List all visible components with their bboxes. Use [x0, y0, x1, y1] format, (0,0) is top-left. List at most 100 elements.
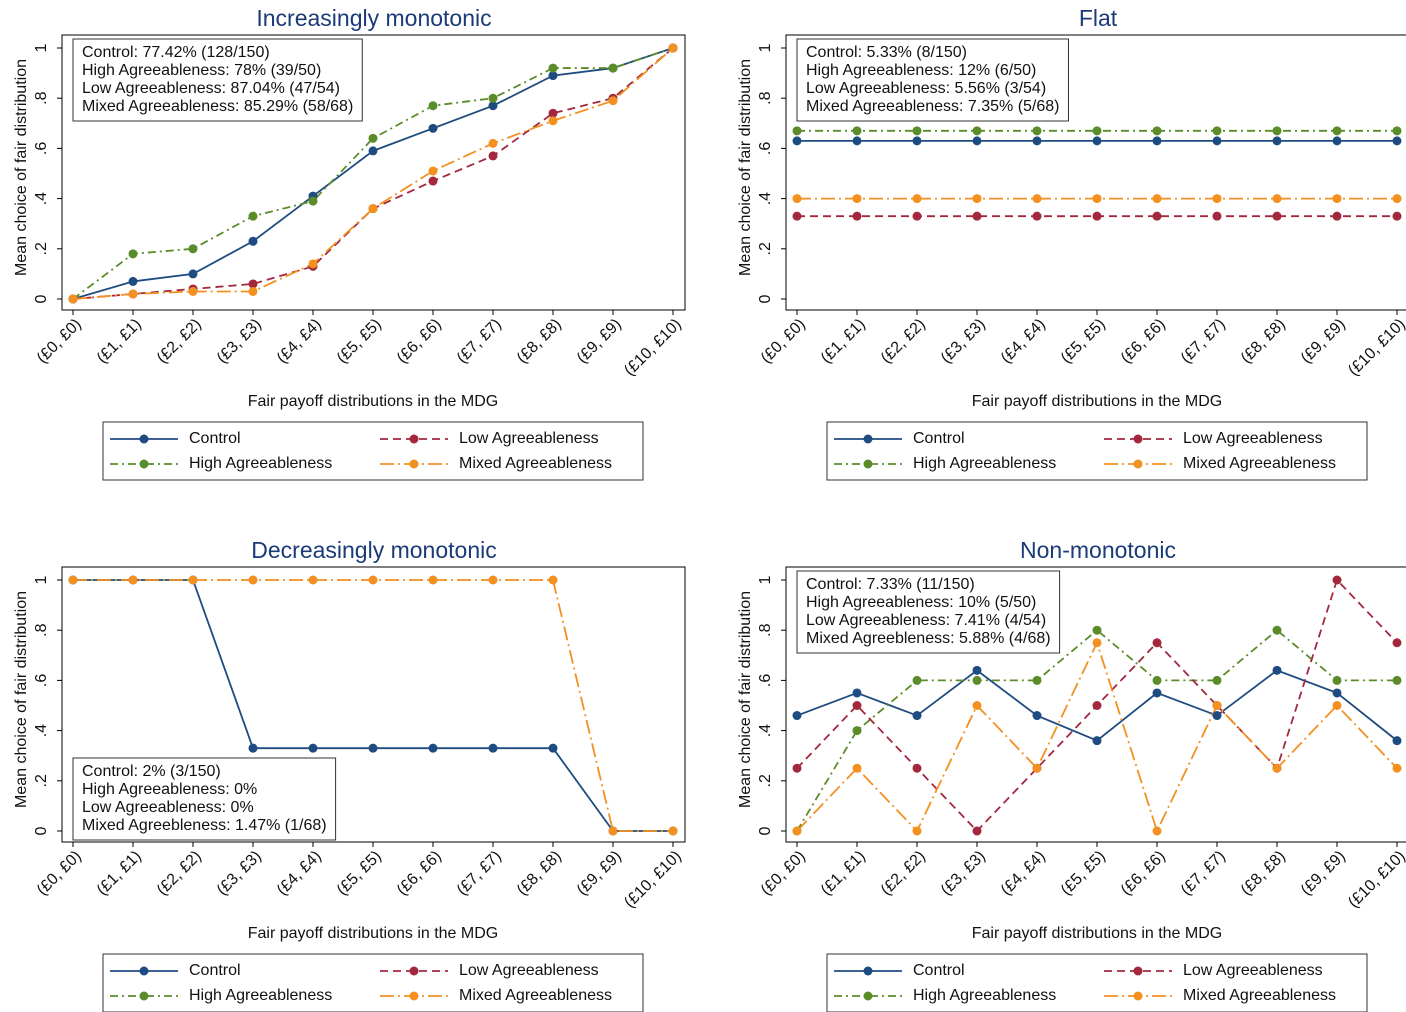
data-point	[1212, 701, 1222, 710]
data-point	[1332, 211, 1342, 221]
data-point	[1032, 763, 1042, 773]
y-tick-label: .4	[757, 192, 774, 205]
data-point	[972, 826, 982, 836]
x-tick-label: (£1, £1)	[818, 848, 869, 899]
data-point	[912, 194, 922, 204]
x-tick-label: (£7, £7)	[454, 316, 505, 367]
data-point	[248, 279, 258, 289]
data-point	[852, 126, 862, 136]
y-tick-label: .4	[33, 724, 50, 737]
data-point	[548, 743, 558, 753]
y-tick-label: .2	[757, 242, 774, 255]
data-point	[1092, 736, 1102, 746]
y-axis-title: Mean choice of fair distribution	[13, 591, 30, 808]
data-point	[188, 575, 198, 585]
x-tick-label: (£1, £1)	[94, 848, 145, 899]
x-tick-label: (£5, £5)	[334, 316, 385, 367]
y-tick-label: 1	[757, 575, 774, 584]
y-tick-label: .2	[33, 774, 50, 787]
x-tick-label: (£7, £7)	[454, 848, 505, 899]
data-point	[308, 575, 318, 585]
x-tick-label: (£10, £10)	[1345, 316, 1406, 380]
chart-title: Decreasingly monotonic	[251, 537, 496, 563]
data-point	[792, 763, 802, 773]
data-point	[1332, 675, 1342, 685]
data-point	[1272, 126, 1282, 136]
x-tick-label: (£9, £9)	[574, 316, 625, 367]
annotation-line: Mixed Agreebleness: 1.47% (1/68)	[82, 817, 327, 834]
legend-label: Low Agreeableness	[1183, 430, 1323, 447]
series-line	[72, 47, 674, 300]
legend-box	[102, 953, 644, 1012]
y-tick-label: .8	[757, 91, 774, 104]
data-point	[972, 194, 982, 204]
data-point	[248, 743, 258, 753]
data-point	[1152, 638, 1162, 648]
x-tick-label: (£0, £0)	[34, 848, 85, 899]
data-point	[1272, 211, 1282, 221]
annotation-line: High Agreeableness: 10% (5/50)	[806, 594, 1036, 611]
data-point	[488, 575, 498, 585]
data-point	[912, 211, 922, 221]
data-point	[368, 575, 378, 585]
data-point	[852, 726, 862, 736]
x-tick-label: (£6, £6)	[1118, 848, 1169, 899]
x-tick-label: (£2, £2)	[154, 848, 205, 899]
data-point	[1032, 211, 1042, 221]
data-point	[792, 136, 802, 146]
legend-label: Control	[189, 962, 241, 979]
y-tick-label: .8	[33, 623, 50, 636]
legend-marker	[139, 434, 149, 444]
x-axis-title: Fair payoff distributions in the MDG	[248, 393, 498, 410]
x-tick-label: (£8, £8)	[1238, 848, 1289, 899]
data-point	[548, 108, 558, 118]
legend-marker	[409, 459, 419, 469]
data-point	[1032, 194, 1042, 204]
y-tick-label: .6	[33, 674, 50, 687]
y-axis-title: Mean choice of fair distribution	[737, 591, 754, 808]
x-tick-label: (£10, £10)	[1345, 848, 1406, 912]
chart-title: Increasingly monotonic	[256, 5, 491, 31]
y-tick-label: .8	[33, 91, 50, 104]
annotation-line: Low Agreeableness: 0%	[82, 799, 254, 816]
data-point	[1212, 126, 1222, 136]
annotation-box	[796, 570, 1061, 654]
data-point	[792, 126, 802, 136]
data-point	[1392, 136, 1402, 146]
data-point	[792, 194, 802, 204]
data-point	[1332, 575, 1342, 585]
x-tick-label: (£3, £3)	[214, 316, 265, 367]
y-tick-label: .6	[757, 142, 774, 155]
data-point	[1392, 675, 1402, 685]
data-point	[912, 126, 922, 136]
data-point	[308, 196, 318, 206]
x-axis-title: Fair payoff distributions in the MDG	[248, 925, 498, 942]
series-line	[796, 629, 1397, 832]
legend-marker	[863, 434, 873, 444]
data-point	[1392, 126, 1402, 136]
data-point	[668, 826, 678, 836]
data-point	[1152, 211, 1162, 221]
annotation-line: Mixed Agreeableness: 85.29% (58/68)	[82, 98, 353, 115]
data-point	[912, 763, 922, 773]
data-point	[548, 116, 558, 126]
annotation: Control: 77.42% (128/150)High Agreeablen…	[72, 38, 363, 122]
legend-label: Low Agreeableness	[459, 430, 599, 447]
data-point	[428, 575, 438, 585]
annotation-line: Control: 2% (3/150)	[82, 763, 221, 780]
data-point	[1272, 763, 1282, 773]
data-point	[608, 63, 618, 73]
x-tick-label: (£9, £9)	[1298, 848, 1349, 899]
data-point	[1332, 194, 1342, 204]
y-tick-label: .4	[757, 724, 774, 737]
x-tick-label: (£3, £3)	[938, 848, 989, 899]
x-tick-label: (£6, £6)	[394, 848, 445, 899]
data-point	[1272, 194, 1282, 204]
legend-marker	[409, 966, 419, 976]
y-tick-label: 0	[757, 294, 774, 303]
data-point	[1152, 126, 1162, 136]
chart-title: Flat	[1079, 5, 1118, 31]
annotation-line: Control: 5.33% (8/150)	[806, 44, 967, 61]
legend-label: Mixed Agreeableness	[1183, 987, 1336, 1004]
